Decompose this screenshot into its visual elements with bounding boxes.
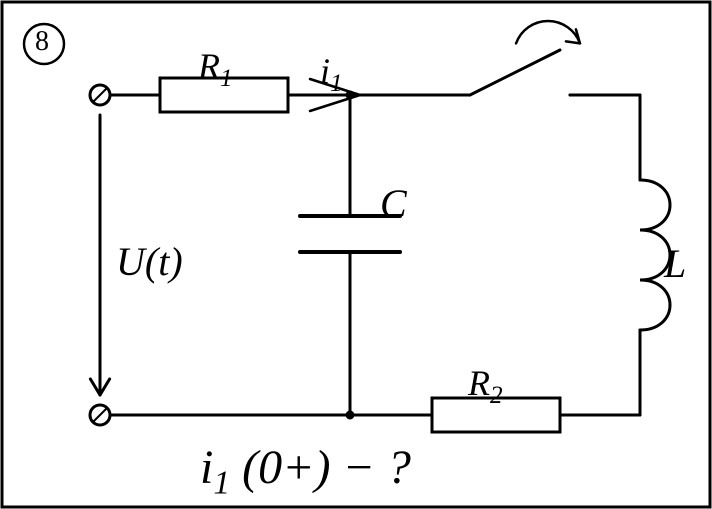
label-question: i1 (0+) − ? bbox=[200, 440, 411, 503]
label-r2: R2 bbox=[468, 362, 503, 410]
label-r1: R1 bbox=[198, 45, 233, 93]
label-ut: U(t) bbox=[116, 238, 183, 285]
circuit-svg bbox=[0, 0, 712, 509]
label-l: L bbox=[664, 240, 686, 287]
badge-number: 8 bbox=[35, 26, 49, 58]
circuit-diagram: R1 R2 C L i1 U(t) i1 (0+) − ? 8 bbox=[0, 0, 712, 509]
label-i1: i1 bbox=[320, 50, 343, 98]
label-c: C bbox=[380, 180, 407, 227]
